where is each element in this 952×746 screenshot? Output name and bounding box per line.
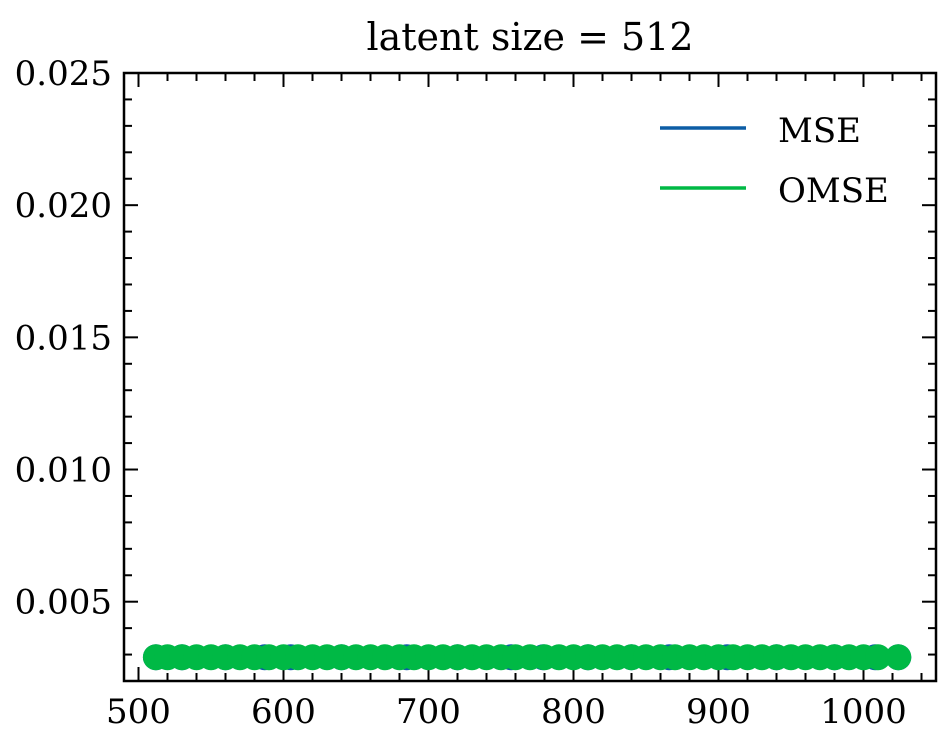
chart-title: latent size = 512 bbox=[366, 15, 693, 59]
x-tick-label: 1000 bbox=[820, 692, 907, 732]
omse-point bbox=[865, 644, 891, 671]
x-tick-label: 900 bbox=[686, 692, 751, 732]
y-tick-label: 0.020 bbox=[15, 186, 112, 226]
y-tick-label: 0.010 bbox=[15, 451, 112, 491]
legend-omse-label: OMSE bbox=[778, 171, 889, 211]
plot-frame bbox=[122, 71, 938, 683]
y-tick-labels: 0.005 0.010 0.015 0.020 0.025 bbox=[15, 54, 112, 623]
series-layer bbox=[142, 644, 912, 671]
x-tick-label: 800 bbox=[541, 692, 606, 732]
x-tick-label: 500 bbox=[106, 692, 171, 732]
legend: MSE OMSE bbox=[660, 111, 889, 211]
legend-mse-label: MSE bbox=[778, 111, 861, 151]
x-tick-labels: 500 600 700 800 900 1000 bbox=[106, 692, 907, 732]
y-tick-label: 0.015 bbox=[15, 318, 112, 358]
x-tick-label: 700 bbox=[396, 692, 461, 732]
y-tick-label: 0.005 bbox=[15, 583, 112, 623]
omse-point bbox=[885, 644, 912, 671]
x-tick-label: 600 bbox=[251, 692, 316, 732]
y-tick-label: 0.025 bbox=[15, 54, 112, 94]
axis-ticks bbox=[124, 72, 936, 682]
